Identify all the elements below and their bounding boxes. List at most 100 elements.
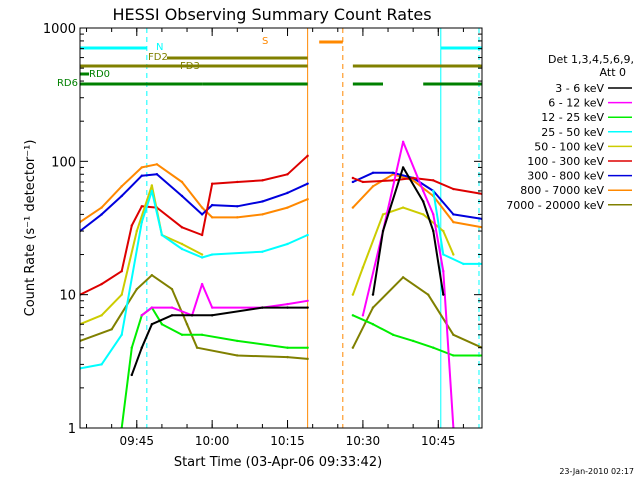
data-point-2-10 <box>286 191 289 195</box>
data-point-0-15 <box>452 333 455 337</box>
y-tick-label: 1 <box>68 422 76 437</box>
data-point-6-6 <box>200 333 204 337</box>
data-point-6-16 <box>452 354 455 357</box>
data-point-6-9 <box>306 346 309 349</box>
data-point-8-5 <box>210 314 214 317</box>
data-point-7-4 <box>200 282 204 286</box>
data-point-5-8 <box>210 253 214 256</box>
data-point-4-7 <box>200 253 204 256</box>
data-point-3-8 <box>210 182 214 185</box>
data-point-8-4 <box>190 314 194 317</box>
flag-label-s: S <box>262 36 268 47</box>
data-point-7-12 <box>401 140 405 144</box>
data-point-0-12 <box>371 306 375 309</box>
data-point-5-11 <box>306 233 309 237</box>
data-point-1-8 <box>236 216 239 219</box>
data-point-0-1 <box>110 328 113 331</box>
data-point-1-16 <box>411 179 415 182</box>
flag-label-fd3: FD3 <box>180 61 200 72</box>
data-point-2-4 <box>155 173 159 176</box>
data-point-7-13 <box>422 189 425 193</box>
data-point-1-1 <box>100 206 103 209</box>
legend-header-line-1: Det 1,3,4,5,6,9, <box>548 53 634 66</box>
data-point-4-15 <box>452 253 455 256</box>
data-point-2-2 <box>120 194 123 198</box>
data-point-7-2 <box>170 306 174 309</box>
data-point-4-1 <box>100 314 103 317</box>
data-point-0-2 <box>135 287 138 291</box>
data-point-6-11 <box>351 314 355 317</box>
legend-header-line-2: Att 0 <box>600 66 626 79</box>
data-point-6-7 <box>236 339 239 343</box>
data-point-0-7 <box>236 354 239 357</box>
plot-inner <box>80 28 482 428</box>
data-point-1-14 <box>371 185 375 188</box>
flag-label-fd2: FD2 <box>148 52 168 63</box>
data-point-1-6 <box>200 206 204 209</box>
legend-entry-label: 25 - 50 keV <box>541 126 604 139</box>
legend-entry-label: 50 - 100 keV <box>534 140 604 153</box>
series-3-6-kev <box>130 166 445 376</box>
data-point-8-0 <box>130 373 133 377</box>
legend-entry-label: 100 - 300 keV <box>527 155 604 168</box>
data-point-1-7 <box>210 216 214 219</box>
data-point-5-3 <box>140 220 144 224</box>
data-point-3-17 <box>411 176 415 180</box>
flag-label-rd6: RD6 <box>57 78 78 89</box>
legend-entry-label: 300 - 800 keV <box>527 170 604 183</box>
data-point-1-4 <box>155 163 159 166</box>
x-tick-label: 10:15 <box>270 434 305 448</box>
data-point-1-9 <box>261 213 264 216</box>
data-point-7-7 <box>286 302 289 306</box>
data-point-2-13 <box>351 180 355 184</box>
data-point-1-11 <box>306 197 309 201</box>
data-point-6-4 <box>160 323 164 326</box>
data-point-4-11 <box>381 213 385 216</box>
legend-entry-label: 7000 - 20000 keV <box>506 199 604 212</box>
data-point-7-14 <box>432 213 435 216</box>
x-tick-label: 10:30 <box>346 434 381 448</box>
data-point-4-3 <box>135 229 138 233</box>
data-point-3-1 <box>100 282 103 286</box>
y-axis-label: Count Rate (s⁻¹ detector⁻¹) <box>23 140 38 317</box>
data-point-6-8 <box>286 346 289 349</box>
data-point-7-10 <box>361 314 365 317</box>
data-point-3-15 <box>361 180 365 184</box>
data-point-8-14 <box>432 229 435 233</box>
data-point-0-5 <box>185 323 189 326</box>
data-point-4-6 <box>180 242 184 246</box>
data-point-0-3 <box>150 273 154 277</box>
data-point-4-14 <box>442 229 445 233</box>
data-point-1-5 <box>180 180 184 184</box>
data-point-5-6 <box>180 247 184 251</box>
data-point-2-14 <box>371 171 375 175</box>
data-point-5-14 <box>442 253 445 256</box>
x-tick-label: 10:45 <box>421 434 456 448</box>
data-point-1-10 <box>286 206 289 209</box>
data-point-4-13 <box>422 213 425 216</box>
data-point-3-19 <box>452 187 455 191</box>
data-point-8-11 <box>381 229 385 233</box>
data-point-2-5 <box>180 194 184 198</box>
legend-entry-label: 12 - 25 keV <box>541 111 604 124</box>
flag-label-n: N <box>156 42 163 53</box>
data-point-1-13 <box>351 206 355 209</box>
series-12-25-kev <box>120 306 482 428</box>
data-point-4-9 <box>351 293 355 296</box>
plot-frame <box>79 27 483 429</box>
data-point-2-11 <box>306 182 309 185</box>
data-point-6-12 <box>371 323 375 326</box>
data-point-0-9 <box>306 357 309 361</box>
data-point-6-13 <box>391 333 395 337</box>
data-point-6-14 <box>411 339 415 343</box>
data-point-3-9 <box>236 180 239 184</box>
data-point-8-7 <box>286 306 289 309</box>
data-point-6-15 <box>432 346 435 349</box>
data-point-5-4 <box>150 189 154 193</box>
data-point-1-18 <box>452 220 455 224</box>
x-tick-label: 10:00 <box>195 434 230 448</box>
data-point-0-14 <box>427 293 430 296</box>
data-point-7-8 <box>306 299 309 302</box>
data-point-3-3 <box>130 224 133 227</box>
